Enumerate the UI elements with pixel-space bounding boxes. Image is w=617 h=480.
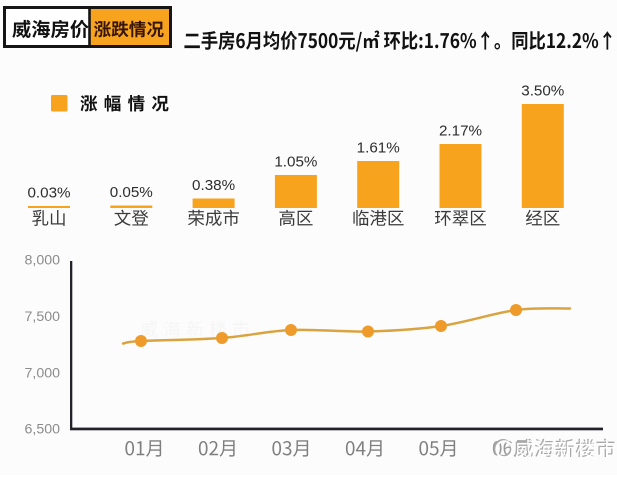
svg-text:2.17%: 2.17% <box>439 123 482 140</box>
svg-text:6,500: 6,500 <box>24 421 60 437</box>
svg-text:7,000: 7,000 <box>24 365 60 381</box>
svg-text:0.03%: 0.03% <box>27 185 70 202</box>
svg-text:3.50%: 3.50% <box>521 83 564 100</box>
svg-text:8,000: 8,000 <box>24 252 60 268</box>
svg-text:7,500: 7,500 <box>24 309 60 325</box>
svg-text:1.61%: 1.61% <box>357 140 400 157</box>
svg-text:0.05%: 0.05% <box>110 184 153 201</box>
svg-text:1.05%: 1.05% <box>274 154 317 171</box>
svg-text:0.38%: 0.38% <box>192 177 235 194</box>
